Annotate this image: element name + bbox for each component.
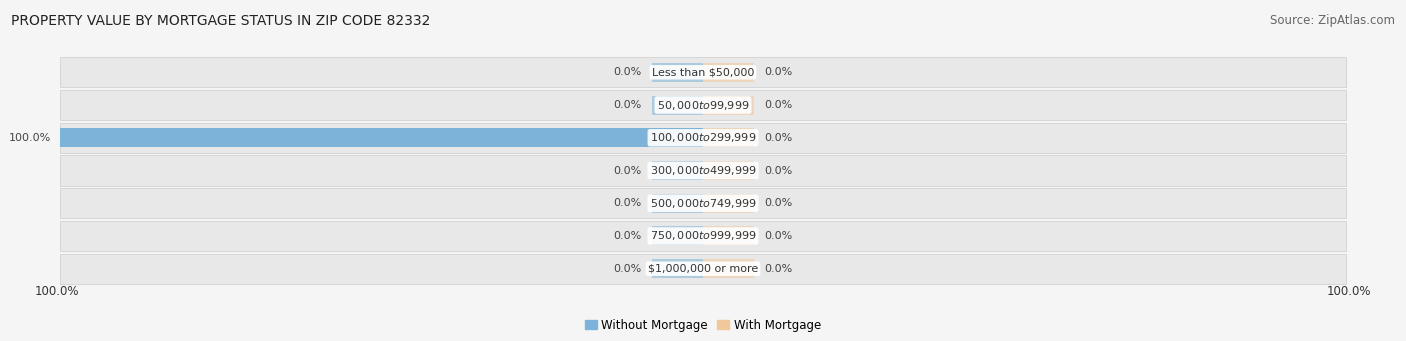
Bar: [651, 259, 703, 278]
Text: 0.0%: 0.0%: [613, 165, 643, 176]
Text: Source: ZipAtlas.com: Source: ZipAtlas.com: [1270, 14, 1395, 27]
Text: 0.0%: 0.0%: [763, 264, 793, 274]
Text: 0.0%: 0.0%: [613, 198, 643, 208]
Text: 0.0%: 0.0%: [613, 67, 643, 77]
Text: $100,000 to $299,999: $100,000 to $299,999: [650, 131, 756, 144]
Bar: [60, 57, 1346, 88]
Bar: [651, 194, 703, 213]
Text: 0.0%: 0.0%: [613, 231, 643, 241]
Bar: [651, 95, 703, 115]
Bar: [651, 161, 703, 180]
Bar: [703, 226, 755, 246]
Text: $750,000 to $999,999: $750,000 to $999,999: [650, 229, 756, 242]
Bar: [703, 259, 755, 278]
Bar: [703, 128, 755, 147]
Text: 100.0%: 100.0%: [1327, 285, 1371, 298]
Text: $1,000,000 or more: $1,000,000 or more: [648, 264, 758, 274]
Bar: [60, 253, 1346, 284]
Bar: [651, 63, 703, 82]
Text: 0.0%: 0.0%: [613, 100, 643, 110]
Text: 100.0%: 100.0%: [8, 133, 51, 143]
Text: 0.0%: 0.0%: [763, 100, 793, 110]
Text: Less than $50,000: Less than $50,000: [652, 67, 754, 77]
Bar: [60, 188, 1346, 219]
Bar: [60, 155, 1346, 186]
Text: $50,000 to $99,999: $50,000 to $99,999: [657, 99, 749, 112]
Bar: [60, 221, 1346, 251]
Text: 0.0%: 0.0%: [763, 231, 793, 241]
Bar: [703, 161, 755, 180]
Text: 0.0%: 0.0%: [613, 264, 643, 274]
Text: 0.0%: 0.0%: [763, 133, 793, 143]
Bar: [703, 63, 755, 82]
Text: 0.0%: 0.0%: [763, 67, 793, 77]
Text: PROPERTY VALUE BY MORTGAGE STATUS IN ZIP CODE 82332: PROPERTY VALUE BY MORTGAGE STATUS IN ZIP…: [11, 14, 430, 28]
Bar: [60, 90, 1346, 120]
Text: 0.0%: 0.0%: [763, 165, 793, 176]
Bar: [703, 194, 755, 213]
Text: $500,000 to $749,999: $500,000 to $749,999: [650, 197, 756, 210]
Bar: [60, 128, 703, 147]
Text: 0.0%: 0.0%: [763, 198, 793, 208]
Text: 100.0%: 100.0%: [35, 285, 79, 298]
Text: $300,000 to $499,999: $300,000 to $499,999: [650, 164, 756, 177]
Bar: [703, 95, 755, 115]
Bar: [60, 122, 1346, 153]
Bar: [651, 226, 703, 246]
Legend: Without Mortgage, With Mortgage: Without Mortgage, With Mortgage: [585, 318, 821, 331]
